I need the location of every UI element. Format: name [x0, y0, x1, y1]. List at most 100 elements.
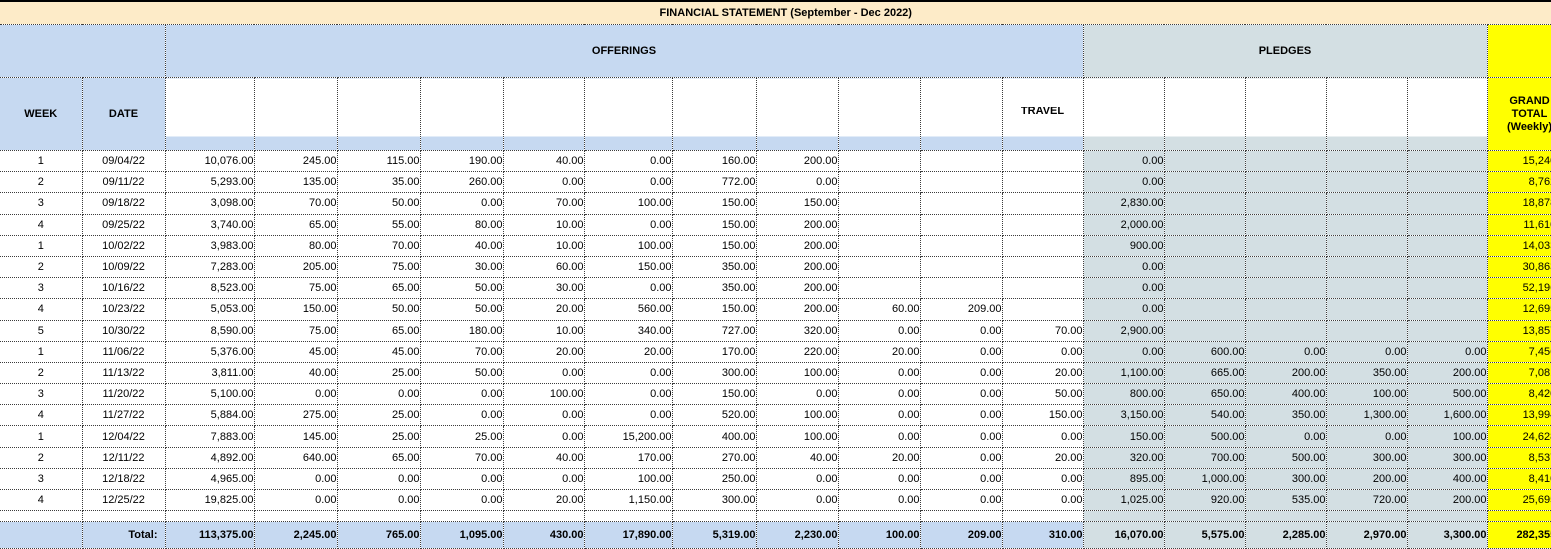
cell-offering-3[interactable]: 55.00	[337, 214, 420, 235]
cell-offering-10[interactable]	[920, 235, 1002, 256]
cell-pledge-5[interactable]	[1407, 235, 1487, 256]
cell-offering-1[interactable]: 3,811.00	[165, 362, 254, 383]
cell-week[interactable]: 1	[0, 235, 82, 256]
cell-offering-6[interactable]: 100.00	[584, 235, 672, 256]
cell-offering-5[interactable]: 40.00	[503, 151, 584, 172]
cell-offering-4[interactable]: 70.00	[420, 341, 503, 362]
cell-pledge-4[interactable]: 100.00	[1326, 384, 1407, 405]
cell-offering-2[interactable]: 75.00	[254, 278, 337, 299]
cell-pledge-1[interactable]: 800.00	[1083, 384, 1164, 405]
cell-grand-total[interactable]: 30,863.00	[1487, 256, 1551, 277]
cell-offering-2[interactable]: 0.00	[254, 468, 337, 489]
cell-offering-9[interactable]	[838, 193, 920, 214]
cell-offering-5[interactable]: 10.00	[503, 235, 584, 256]
cell-offering-10[interactable]: 0.00	[920, 341, 1002, 362]
cell-date[interactable]: 10/09/22	[82, 256, 165, 277]
cell-pledge-5[interactable]	[1407, 151, 1487, 172]
cell-pledge-5[interactable]	[1407, 214, 1487, 235]
cell-date[interactable]: 09/18/22	[82, 193, 165, 214]
cell-offering-4[interactable]: 50.00	[420, 362, 503, 383]
cell-offering-5[interactable]: 20.00	[503, 490, 584, 511]
cell-pledge-4[interactable]	[1326, 193, 1407, 214]
cell-pledge-2[interactable]	[1164, 278, 1245, 299]
cell-week[interactable]: 3	[0, 193, 82, 214]
cell-offering-4[interactable]: 70.00	[420, 447, 503, 468]
cell-offering-6[interactable]: 340.00	[584, 320, 672, 341]
cell-offering-7[interactable]: 170.00	[672, 341, 756, 362]
cell-pledge-3[interactable]: 350.00	[1245, 405, 1326, 426]
cell-offering-5[interactable]: 0.00	[503, 468, 584, 489]
cell-offering-11[interactable]	[1002, 299, 1083, 320]
cell-pledge-5[interactable]	[1407, 172, 1487, 193]
cell-offering-2[interactable]: 70.00	[254, 193, 337, 214]
cell-offering-7[interactable]: 520.00	[672, 405, 756, 426]
cell-offering-2[interactable]: 40.00	[254, 362, 337, 383]
cell-offering-3[interactable]: 50.00	[337, 299, 420, 320]
cell-offering-8[interactable]: 200.00	[756, 214, 838, 235]
cell-offering-1[interactable]: 7,283.00	[165, 256, 254, 277]
cell-pledge-2[interactable]: 650.00	[1164, 384, 1245, 405]
cell-offering-7[interactable]: 150.00	[672, 384, 756, 405]
cell-offering-6[interactable]: 100.00	[584, 193, 672, 214]
cell-offering-4[interactable]: 30.00	[420, 256, 503, 277]
cell-pledge-5[interactable]	[1407, 256, 1487, 277]
cell-offering-2[interactable]: 75.00	[254, 320, 337, 341]
cell-pledge-4[interactable]	[1326, 256, 1407, 277]
cell-offering-5[interactable]: 0.00	[503, 172, 584, 193]
cell-pledge-1[interactable]: 1,025.00	[1083, 490, 1164, 511]
cell-pledge-4[interactable]: 1,300.00	[1326, 405, 1407, 426]
cell-offering-1[interactable]: 5,053.00	[165, 299, 254, 320]
cell-pledge-3[interactable]: 0.00	[1245, 426, 1326, 447]
cell-week[interactable]: 2	[0, 447, 82, 468]
cell-offering-3[interactable]: 35.00	[337, 172, 420, 193]
cell-week[interactable]: 1	[0, 151, 82, 172]
cell-pledge-5[interactable]	[1407, 320, 1487, 341]
cell-pledge-4[interactable]	[1326, 151, 1407, 172]
cell-offering-3[interactable]: 0.00	[337, 490, 420, 511]
cell-offering-2[interactable]: 150.00	[254, 299, 337, 320]
cell-offering-7[interactable]: 150.00	[672, 193, 756, 214]
cell-offering-10[interactable]	[920, 193, 1002, 214]
cell-offering-8[interactable]: 200.00	[756, 256, 838, 277]
cell-offering-3[interactable]: 25.00	[337, 362, 420, 383]
cell-week[interactable]: 3	[0, 278, 82, 299]
cell-date[interactable]: 11/27/22	[82, 405, 165, 426]
cell-offering-1[interactable]: 5,100.00	[165, 384, 254, 405]
cell-offering-5[interactable]: 0.00	[503, 426, 584, 447]
cell-offering-10[interactable]	[920, 278, 1002, 299]
cell-pledge-3[interactable]	[1245, 256, 1326, 277]
cell-pledge-3[interactable]	[1245, 320, 1326, 341]
cell-offering-6[interactable]: 0.00	[584, 384, 672, 405]
cell-week[interactable]: 4	[0, 214, 82, 235]
cell-offering-8[interactable]: 200.00	[756, 235, 838, 256]
cell-offering-8[interactable]: 320.00	[756, 320, 838, 341]
cell-offering-7[interactable]: 300.00	[672, 490, 756, 511]
cell-offering-8[interactable]: 40.00	[756, 447, 838, 468]
cell-pledge-2[interactable]: 600.00	[1164, 341, 1245, 362]
cell-offering-6[interactable]: 0.00	[584, 362, 672, 383]
cell-offering-3[interactable]: 45.00	[337, 341, 420, 362]
cell-offering-2[interactable]: 135.00	[254, 172, 337, 193]
cell-offering-10[interactable]: 0.00	[920, 447, 1002, 468]
cell-offering-8[interactable]: 100.00	[756, 426, 838, 447]
cell-offering-3[interactable]: 25.00	[337, 426, 420, 447]
cell-offering-11[interactable]: 0.00	[1002, 341, 1083, 362]
cell-offering-2[interactable]: 65.00	[254, 214, 337, 235]
cell-offering-7[interactable]: 350.00	[672, 278, 756, 299]
cell-offering-7[interactable]: 160.00	[672, 151, 756, 172]
cell-offering-8[interactable]: 100.00	[756, 362, 838, 383]
cell-pledge-5[interactable]: 200.00	[1407, 362, 1487, 383]
cell-week[interactable]: 2	[0, 256, 82, 277]
cell-offering-11[interactable]	[1002, 193, 1083, 214]
cell-pledge-2[interactable]	[1164, 151, 1245, 172]
cell-pledge-3[interactable]: 535.00	[1245, 490, 1326, 511]
cell-grand-total[interactable]: 24,628.00	[1487, 426, 1551, 447]
cell-offering-3[interactable]: 70.00	[337, 235, 420, 256]
cell-date[interactable]: 10/16/22	[82, 278, 165, 299]
cell-pledge-1[interactable]: 150.00	[1083, 426, 1164, 447]
cell-pledge-5[interactable]: 100.00	[1407, 426, 1487, 447]
cell-week[interactable]: 5	[0, 320, 82, 341]
cell-pledge-1[interactable]: 2,830.00	[1083, 193, 1164, 214]
cell-pledge-3[interactable]: 500.00	[1245, 447, 1326, 468]
cell-date[interactable]: 12/18/22	[82, 468, 165, 489]
